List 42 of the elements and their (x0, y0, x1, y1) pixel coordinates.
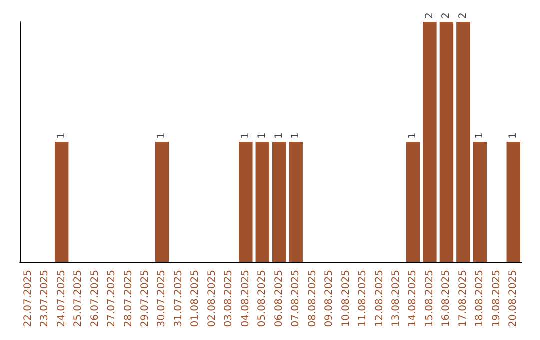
data-label: 1 (408, 132, 419, 139)
x-tick-label: 23.07.2025 (40, 270, 51, 328)
x-tick-label: 29.07.2025 (140, 270, 151, 328)
x-tick-label: 31.07.2025 (173, 270, 184, 328)
x-tick-label: 08.08.2025 (307, 270, 318, 328)
x-tick-label: 01.08.2025 (190, 270, 202, 328)
data-label: 2 (441, 12, 452, 19)
x-tick-label: 07.08.2025 (290, 270, 302, 328)
x-tick-label: 28.07.2025 (123, 270, 134, 328)
x-tick-label: 13.08.2025 (391, 270, 402, 328)
data-label: 1 (240, 132, 252, 139)
x-tick-label: 25.07.2025 (73, 270, 84, 328)
data-label: 2 (458, 12, 469, 19)
x-tick-label: 05.08.2025 (257, 270, 268, 328)
x-tick-label: 03.08.2025 (224, 270, 235, 328)
x-tick-label: 19.08.2025 (491, 270, 502, 328)
x-tick-label: 04.08.2025 (240, 270, 252, 328)
data-label: 1 (274, 132, 285, 139)
x-tick-label: 12.08.2025 (374, 270, 386, 328)
x-tick-label: 24.07.2025 (56, 270, 68, 328)
x-tick-label: 10.08.2025 (340, 270, 352, 328)
x-tick-label: 30.07.2025 (156, 270, 168, 328)
x-tick-label: 27.07.2025 (106, 270, 118, 328)
data-label: 1 (56, 132, 68, 139)
data-label: 1 (156, 132, 168, 139)
data-label: 2 (424, 12, 436, 19)
x-tick-label: 15.08.2025 (424, 270, 436, 328)
x-tick-label: 16.08.2025 (441, 270, 452, 328)
data-label: 1 (257, 132, 268, 139)
data-label: 1 (290, 132, 302, 139)
x-tick-label: 09.08.2025 (324, 270, 336, 328)
x-tick-label: 20.08.2025 (508, 270, 520, 328)
x-tick-label: 22.07.2025 (22, 270, 34, 328)
x-tick-label: 26.07.2025 (90, 270, 101, 328)
x-tick-label: 14.08.2025 (408, 270, 419, 328)
x-tick-label: 11.08.2025 (358, 270, 369, 328)
data-label: 1 (508, 132, 520, 139)
x-tick-label: 17.08.2025 (458, 270, 469, 328)
data-label: 1 (474, 132, 486, 139)
x-tick-label: 06.08.2025 (274, 270, 285, 328)
x-tick-label: 02.08.2025 (206, 270, 218, 328)
x-tick-label: 18.08.2025 (474, 270, 486, 328)
